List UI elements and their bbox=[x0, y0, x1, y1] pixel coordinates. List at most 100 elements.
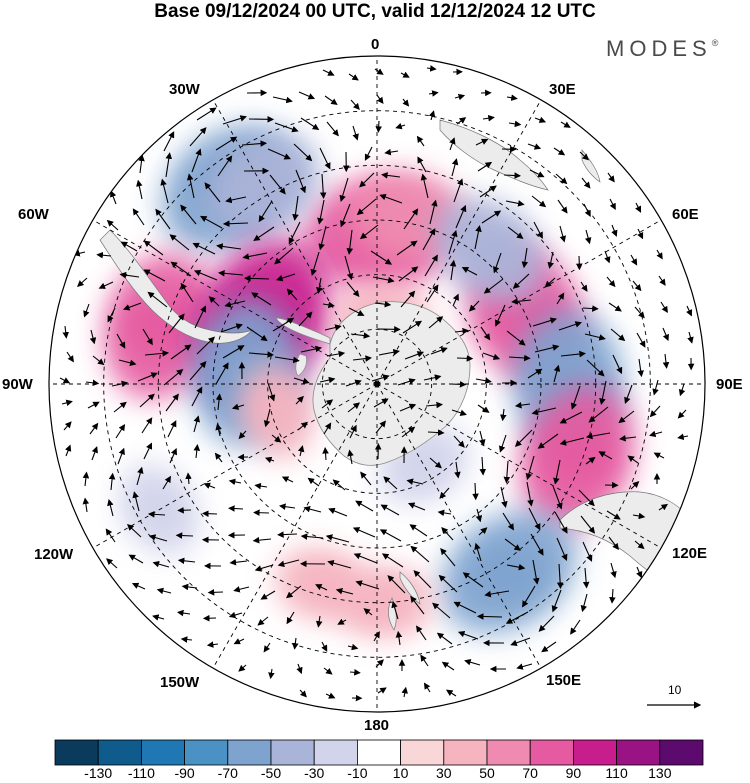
wind-vector bbox=[118, 359, 137, 366]
latitude-circle bbox=[267, 274, 487, 494]
wind-vector bbox=[355, 500, 374, 512]
wind-vector bbox=[506, 94, 518, 101]
wind-vector bbox=[96, 251, 112, 259]
meridian-line bbox=[376, 383, 542, 669]
wind-vector bbox=[238, 430, 247, 440]
wind-vector bbox=[321, 641, 328, 652]
wind-vector bbox=[420, 173, 429, 199]
wind-vector bbox=[196, 336, 215, 355]
wind-vector bbox=[478, 527, 488, 536]
wind-vector bbox=[165, 152, 173, 178]
wind-vector bbox=[169, 447, 177, 464]
wind-vector bbox=[83, 303, 90, 318]
wind-vector bbox=[374, 300, 392, 308]
wind-vector bbox=[582, 541, 593, 562]
wind-vector bbox=[416, 135, 425, 147]
wind-vector bbox=[428, 110, 436, 121]
wind-vector bbox=[374, 68, 384, 75]
wind-vector bbox=[300, 345, 322, 353]
label-lon-150w: 150W bbox=[160, 674, 200, 691]
wind-vector bbox=[295, 395, 304, 405]
wind-vector bbox=[344, 255, 354, 281]
wind-vector bbox=[636, 332, 646, 348]
meridian-line bbox=[92, 383, 378, 549]
wind-vector bbox=[449, 381, 467, 388]
wind-vector bbox=[214, 452, 223, 463]
wind-vector bbox=[326, 121, 339, 137]
wind-vector bbox=[637, 228, 644, 240]
wind-vector bbox=[533, 221, 543, 239]
wind-vector bbox=[441, 527, 454, 541]
wind-vector bbox=[401, 426, 416, 438]
meridian-line bbox=[212, 383, 378, 669]
wind-vector bbox=[560, 121, 571, 128]
wind-vector bbox=[143, 240, 164, 256]
wind-vector bbox=[462, 572, 484, 588]
wind-vector bbox=[481, 210, 502, 224]
wind-vector bbox=[608, 536, 619, 551]
wind-vector bbox=[231, 403, 245, 410]
colorbar-swatch bbox=[573, 739, 618, 766]
wind-vector bbox=[400, 71, 410, 78]
antarctic-peninsula bbox=[275, 317, 331, 345]
wind-vector bbox=[399, 403, 417, 412]
colorbar-swatch bbox=[227, 739, 272, 766]
wind-vector bbox=[627, 455, 639, 464]
wind-vector bbox=[242, 252, 268, 260]
wind-vector bbox=[582, 305, 599, 312]
wind-vector bbox=[258, 200, 273, 223]
wind-vector bbox=[204, 182, 221, 203]
wind-vector bbox=[606, 276, 616, 288]
wind-vector bbox=[454, 461, 461, 479]
wind-vector bbox=[116, 333, 126, 349]
wind-vector bbox=[479, 430, 486, 447]
wind-vector bbox=[508, 120, 522, 128]
colorbar-tick-label: -10 bbox=[347, 765, 368, 781]
wind-vector bbox=[300, 117, 320, 131]
wind-vector bbox=[277, 559, 300, 568]
wind-vector bbox=[559, 225, 567, 243]
wind-vector bbox=[117, 447, 125, 465]
wind-vector bbox=[375, 420, 387, 434]
wind-vector bbox=[477, 161, 493, 172]
wind-vector bbox=[391, 601, 399, 620]
wind-vector bbox=[191, 148, 202, 173]
wind-vector bbox=[570, 385, 581, 410]
wind-vector bbox=[678, 383, 686, 397]
wind-vector bbox=[506, 563, 526, 571]
wind-vector bbox=[303, 505, 322, 513]
wind-vector bbox=[141, 417, 153, 434]
wind-vector bbox=[253, 226, 275, 242]
wind-vector bbox=[379, 529, 402, 542]
colorbar-tick-label: -70 bbox=[217, 765, 238, 781]
wind-vector bbox=[186, 173, 195, 199]
wind-vector bbox=[143, 269, 166, 282]
wind-vector bbox=[649, 405, 661, 418]
wind-vector bbox=[476, 613, 503, 620]
colorbar-tick-label: -30 bbox=[304, 765, 325, 781]
wind-vector bbox=[163, 368, 184, 386]
wind-vector bbox=[609, 588, 616, 604]
wind-vector bbox=[63, 421, 72, 431]
wind-vector bbox=[297, 445, 305, 457]
wind-vector bbox=[322, 447, 329, 461]
wind-vector bbox=[449, 259, 457, 281]
wind-vector bbox=[584, 229, 592, 245]
label-lon-90e: 90E bbox=[716, 376, 743, 393]
wind-vector bbox=[106, 558, 118, 569]
wind-vector bbox=[474, 225, 482, 250]
colorbar-swatch bbox=[184, 739, 229, 766]
wind-vector bbox=[185, 472, 192, 485]
wind-vector bbox=[530, 533, 544, 556]
wind-vector bbox=[525, 455, 535, 481]
wind-vector bbox=[378, 349, 400, 356]
wind-vector bbox=[397, 378, 416, 386]
wind-vector bbox=[505, 200, 525, 207]
wind-vector bbox=[222, 220, 249, 227]
wind-vector bbox=[381, 172, 401, 179]
wind-vector bbox=[375, 120, 382, 133]
wind-vector bbox=[276, 273, 296, 282]
wind-vector bbox=[323, 422, 332, 435]
wind-vector bbox=[315, 615, 323, 628]
